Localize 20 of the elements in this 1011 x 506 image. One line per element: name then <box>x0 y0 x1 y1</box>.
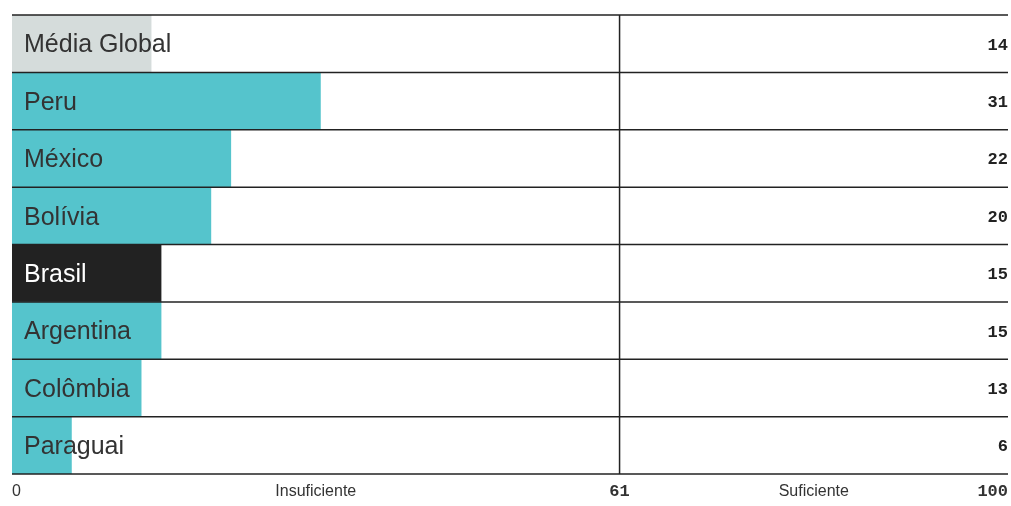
y-tick-label: Colômbia <box>24 373 130 402</box>
data-label: 20 <box>987 207 1008 227</box>
data-label: 31 <box>987 93 1008 113</box>
y-tick-label: Brasil <box>24 258 87 287</box>
text: Insuficiente <box>275 482 357 499</box>
y-tick-label: Peru <box>24 86 77 115</box>
x-tick-label: 0 <box>12 482 21 499</box>
data-label: 15 <box>987 322 1008 342</box>
data-label: 22 <box>987 150 1008 170</box>
data-label: 15 <box>987 265 1008 285</box>
data-label: 6 <box>997 437 1008 457</box>
data-label: 13 <box>987 379 1008 399</box>
y-tick-label: Média Global <box>24 29 172 58</box>
data-label: 14 <box>987 35 1008 55</box>
y-tick-label: Argentina <box>24 316 132 345</box>
y-tick-label: México <box>24 144 104 173</box>
y-tick-label: Bolívia <box>24 201 100 230</box>
x-tick-label: 61 <box>609 482 630 501</box>
text: Suficiente <box>778 482 850 499</box>
x-tick-label: 100 <box>977 482 1008 501</box>
